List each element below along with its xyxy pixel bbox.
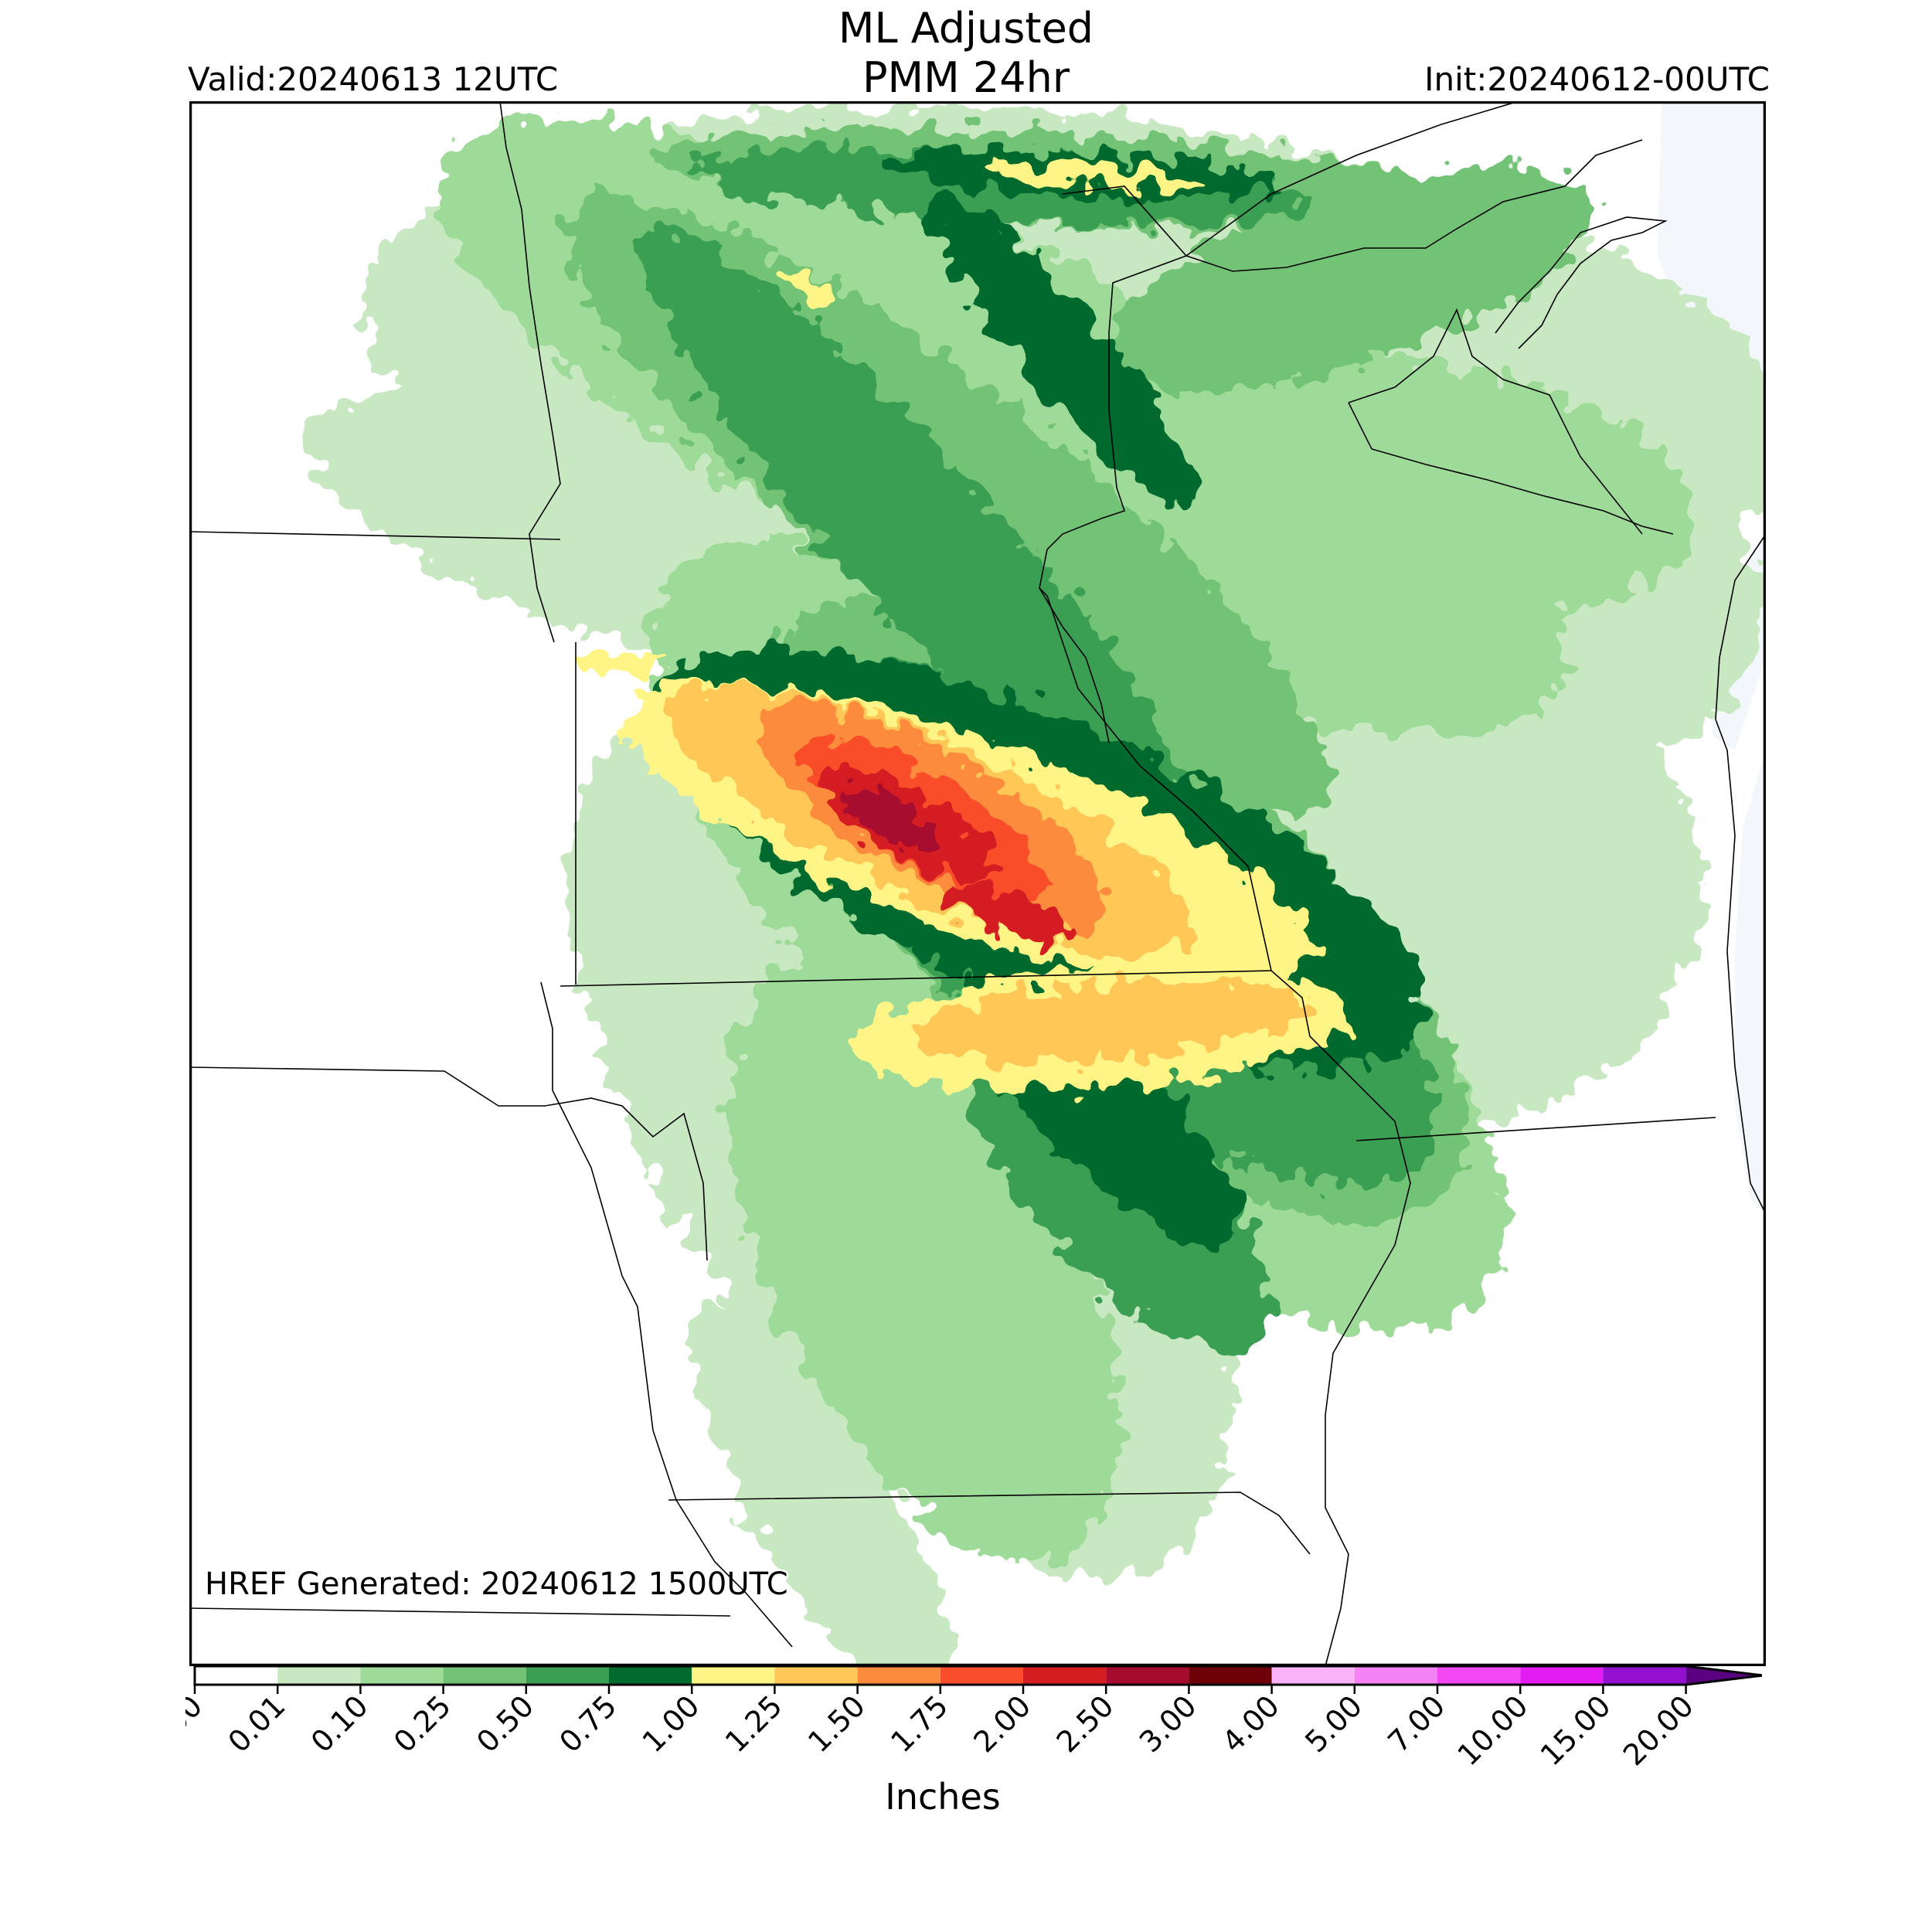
valid-time-label: Valid:20240613 12UTC bbox=[188, 60, 559, 98]
precip-contour bbox=[1157, 359, 1695, 616]
boundary-line bbox=[189, 1066, 708, 1261]
boundary-line bbox=[1348, 402, 1674, 535]
colorbar-bin bbox=[774, 1666, 858, 1685]
colorbar-bin bbox=[195, 1666, 278, 1685]
boundary-line bbox=[1348, 308, 1643, 535]
precip-contour bbox=[641, 230, 1191, 838]
boundary-line bbox=[540, 981, 793, 1648]
colorbar-ticks: 0.00 0.01 0.10 0.25 0.50 0.75 1.00 1.25 1.50 1.75… bbox=[185, 1685, 1700, 1770]
colorbar-tick-label: 2.50 bbox=[1050, 1689, 1121, 1759]
colorbar-tick-label: 15.00 bbox=[1534, 1689, 1617, 1770]
colorbar-tick-label: 0.00 bbox=[185, 1689, 209, 1759]
precip-contour bbox=[580, 653, 665, 675]
colorbar: 0.00 0.01 0.10 0.25 0.50 0.75 1.00 1.25 1.50 1.75… bbox=[185, 1665, 1762, 1770]
colorbar-bin bbox=[526, 1666, 609, 1685]
colorbar-bin bbox=[277, 1666, 361, 1685]
boundary-line bbox=[560, 970, 1272, 987]
colorbar-bins bbox=[193, 1665, 1762, 1686]
precip-contour bbox=[908, 979, 1310, 1063]
colorbar-tick-label: 1.00 bbox=[636, 1689, 706, 1759]
colorbar-bin bbox=[1520, 1666, 1604, 1685]
colorbar-bin bbox=[1271, 1666, 1355, 1685]
colorbar-bin bbox=[692, 1666, 775, 1685]
precipitation-map: HREF Generated: 20240612 1500UTC bbox=[189, 101, 1766, 1666]
colorbar-tick-label: 3.00 bbox=[1133, 1689, 1203, 1759]
boundary-line bbox=[1062, 185, 1187, 257]
colorbar-label: Inches bbox=[885, 1776, 1001, 1818]
colorbar-bin bbox=[1354, 1666, 1437, 1685]
boundary-line bbox=[1185, 139, 1643, 272]
colorbar-tick-label: 1.25 bbox=[719, 1689, 789, 1759]
boundary-line bbox=[189, 531, 561, 540]
precip-contour bbox=[929, 192, 1196, 505]
precip-contour bbox=[985, 160, 1202, 189]
boundary-line bbox=[668, 1492, 1311, 1555]
colorbar-tick-label: 4.00 bbox=[1216, 1689, 1286, 1759]
colorbar-tick-label: 5.00 bbox=[1298, 1689, 1369, 1759]
boundary-line bbox=[1185, 101, 1519, 257]
colorbar-bin bbox=[609, 1666, 692, 1685]
precipitation-field bbox=[304, 107, 1766, 1666]
map-subtitle: PMM 24hr bbox=[862, 53, 1070, 102]
colorbar-tick-label: 0.50 bbox=[470, 1689, 540, 1759]
water-body bbox=[1735, 750, 1766, 1214]
boundary-line bbox=[1039, 587, 1411, 1666]
map-title: ML Adjusted bbox=[838, 4, 1094, 53]
colorbar-tick-label: 0.75 bbox=[553, 1689, 623, 1759]
colorbar-tick-label: 0.25 bbox=[387, 1689, 457, 1759]
colorbar-outline bbox=[193, 1665, 1762, 1686]
colorbar-bin bbox=[443, 1666, 526, 1685]
precip-contour bbox=[727, 959, 1120, 1562]
boundary-line bbox=[1495, 216, 1668, 349]
colorbar-bin bbox=[360, 1666, 444, 1685]
boundary-line bbox=[189, 1607, 731, 1617]
colorbar-bin bbox=[857, 1666, 940, 1685]
colorbar-tick-label: 1.75 bbox=[884, 1689, 954, 1759]
colorbar-tick-label: 1.50 bbox=[801, 1689, 872, 1759]
colorbar-extend-arrow bbox=[1685, 1666, 1762, 1685]
colorbar-tick-label: 7.00 bbox=[1381, 1689, 1451, 1759]
colorbar-bin bbox=[1106, 1666, 1189, 1685]
colorbar-tick-label: 10.00 bbox=[1451, 1689, 1535, 1770]
colorbar-tick-label: 0.10 bbox=[304, 1689, 375, 1759]
colorbar-bin bbox=[1437, 1666, 1521, 1685]
precip-contour bbox=[692, 1304, 954, 1666]
precip-contour bbox=[779, 269, 836, 304]
colorbar-tick-label: 2.00 bbox=[967, 1689, 1037, 1759]
colorbar-bin bbox=[1603, 1666, 1686, 1685]
generated-note: HREF Generated: 20240612 1500UTC bbox=[205, 1566, 788, 1602]
precip-contour bbox=[942, 883, 1075, 943]
precip-contour bbox=[841, 788, 937, 852]
colorbar-bin bbox=[1023, 1666, 1107, 1685]
state-borders bbox=[189, 101, 1766, 1666]
boundary-line bbox=[1715, 533, 1766, 1215]
boundary-line bbox=[1355, 1117, 1716, 1141]
colorbar-tick-label: 20.00 bbox=[1617, 1689, 1700, 1770]
boundary-line bbox=[499, 101, 561, 643]
colorbar-bin bbox=[940, 1666, 1023, 1685]
precip-contour bbox=[1104, 165, 1593, 393]
init-time-label: Init:20240612-00UTC bbox=[1424, 60, 1770, 98]
boundary-line bbox=[1039, 255, 1187, 743]
colorbar-bin bbox=[1189, 1666, 1272, 1685]
colorbar-tick-label: 0.01 bbox=[222, 1689, 292, 1759]
